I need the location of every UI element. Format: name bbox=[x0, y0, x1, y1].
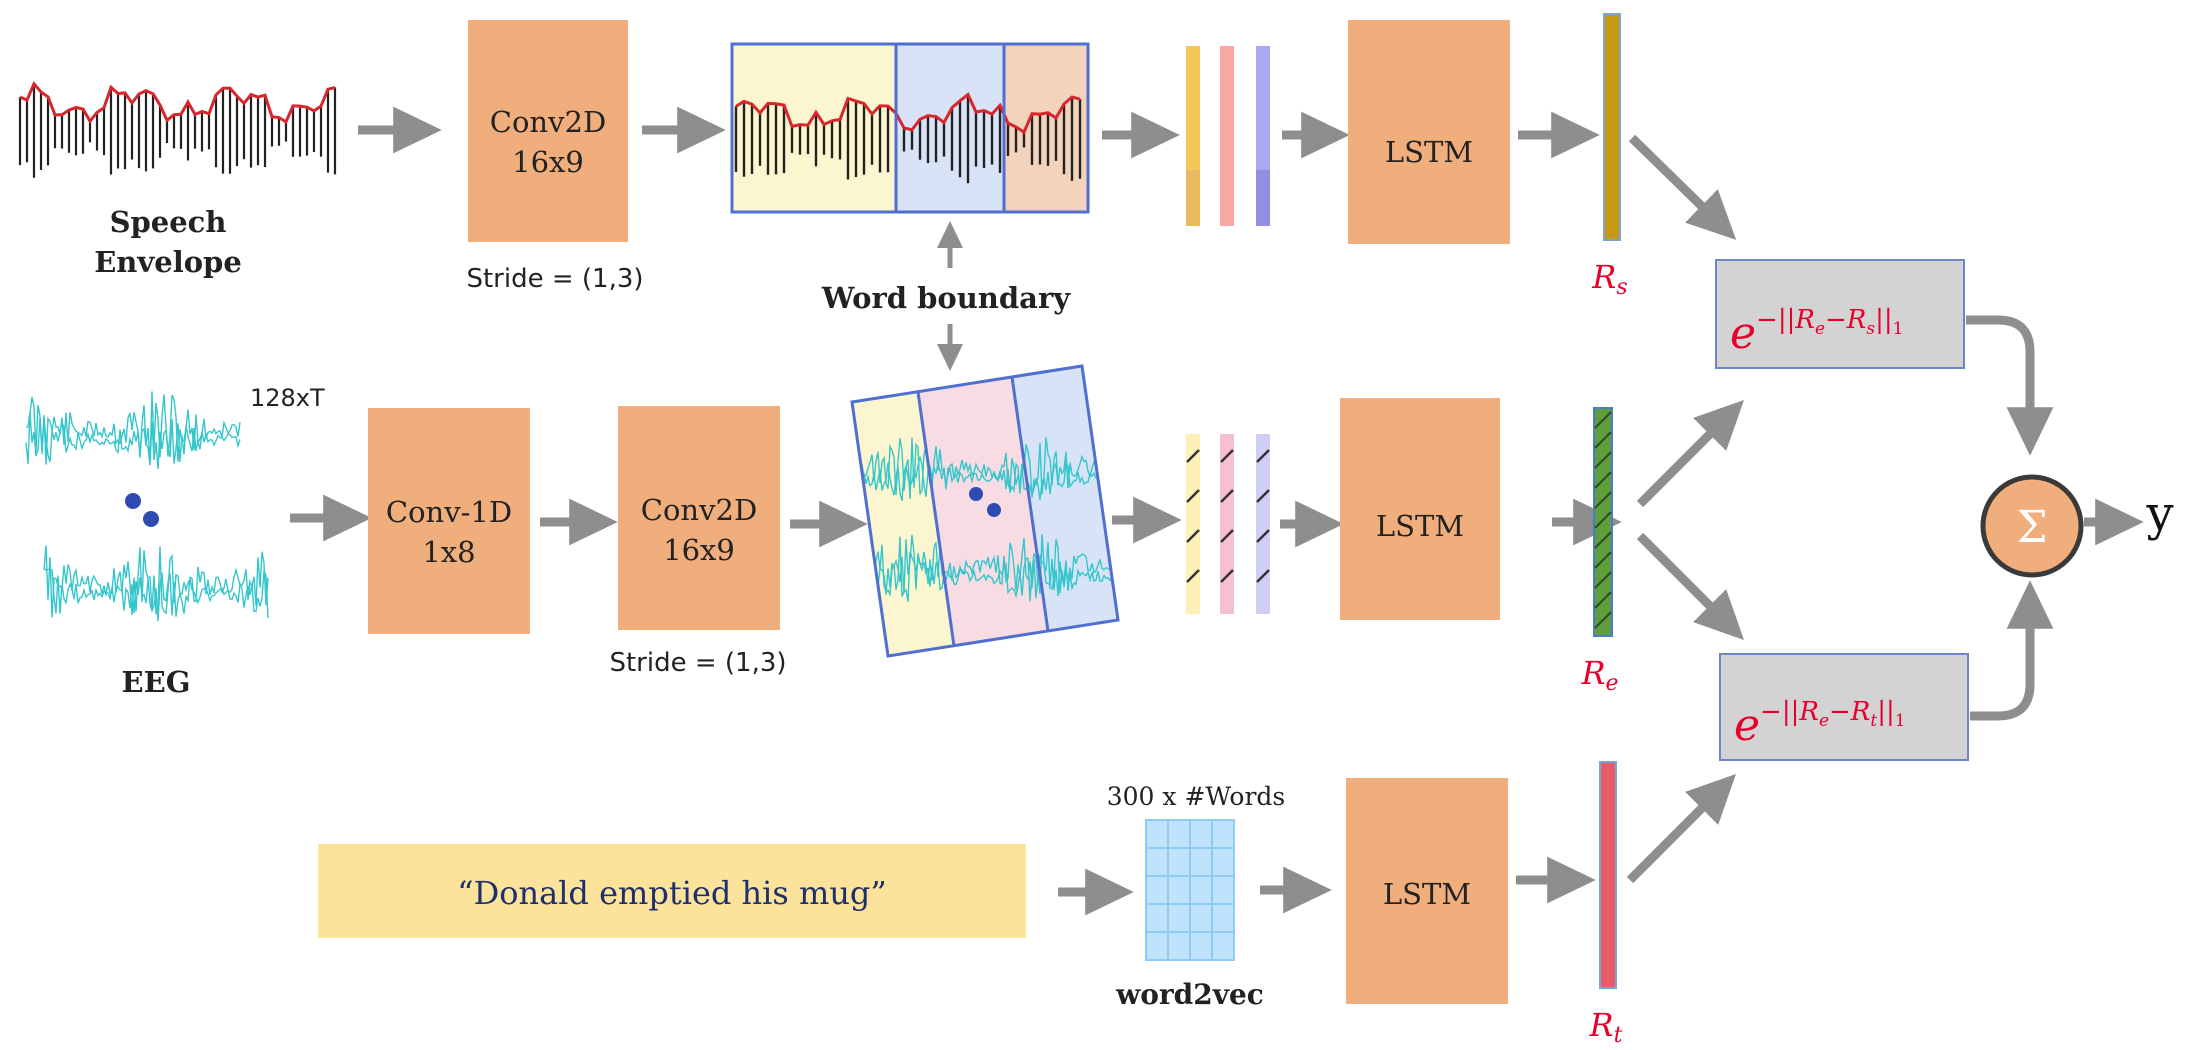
eeg-lstm-label: LSTM bbox=[1376, 509, 1464, 543]
eeg-dot bbox=[125, 493, 141, 509]
speech-stride-label: Stride = (1,3) bbox=[466, 264, 643, 294]
arrow-bottom-to-sum bbox=[1970, 580, 2054, 721]
arrow-rt-to-similarity-bottom bbox=[1626, 773, 1737, 884]
eeg-conv2d-label-line2: 16x9 bbox=[663, 533, 735, 567]
arrow-re-to-similarity-top bbox=[1636, 399, 1745, 508]
eeg-segments-frame bbox=[850, 364, 1120, 658]
sentence-text: “Donald emptied his mug” bbox=[457, 874, 887, 912]
eeg-conv2d-label-line1: Conv2D bbox=[641, 493, 757, 527]
eeg-lstm-block bbox=[1340, 398, 1500, 620]
eeg-conv1d-block bbox=[368, 408, 530, 634]
sum-node bbox=[1980, 474, 2084, 578]
speech-representation-bar bbox=[1603, 13, 1621, 241]
speech-conv2d-label-line2: 16x9 bbox=[512, 145, 584, 179]
eeg-representation-bar bbox=[1593, 407, 1613, 637]
eeg-conv1d-label-line2: 1x8 bbox=[422, 535, 475, 569]
eeg-dot bbox=[143, 511, 159, 527]
speech-lstm-label: LSTM bbox=[1385, 135, 1473, 169]
eeg-representation-label: Re bbox=[1580, 654, 1618, 696]
word-boundary-label: Word boundary bbox=[821, 281, 1071, 315]
speech-segments-frame bbox=[730, 42, 1090, 214]
speech-label-line1: Speech bbox=[110, 205, 227, 239]
eeg-conv2d-block bbox=[618, 406, 780, 630]
eeg-dims-label: 128xT bbox=[250, 384, 325, 412]
similarity-box-top bbox=[1715, 259, 1965, 369]
text-representation-label: Rt bbox=[1589, 1006, 1623, 1048]
arrow-rs-to-similarity-top bbox=[1628, 134, 1737, 240]
eeg-label: EEG bbox=[122, 665, 191, 699]
sum-symbol: Σ bbox=[2016, 502, 2047, 553]
arrow-re-to-similarity-bottom bbox=[1636, 532, 1745, 641]
speech-lstm-block bbox=[1348, 20, 1510, 244]
speech-conv2d-label-line1: Conv2D bbox=[490, 105, 606, 139]
text-representation-bar bbox=[1599, 761, 1617, 989]
eeg-signal-traces bbox=[25, 391, 269, 622]
text-lstm-block bbox=[1346, 778, 1508, 1004]
word2vec-label: word2vec bbox=[1115, 978, 1264, 1011]
similarity-formula-top: e−||Re−Rs||1 bbox=[1730, 305, 1903, 359]
speech-representation-label: Rs bbox=[1591, 258, 1627, 300]
speech-feature-vectors bbox=[1186, 46, 1270, 226]
speech-label-line2: Envelope bbox=[94, 245, 242, 279]
output-label: y bbox=[2145, 486, 2173, 542]
text-lstm-label: LSTM bbox=[1383, 877, 1471, 911]
similarity-box-bottom bbox=[1719, 653, 1969, 761]
word2vec-embedding-grid bbox=[1145, 819, 1235, 961]
speech-envelope-waveform bbox=[18, 80, 337, 178]
eeg-conv1d-label-line1: Conv-1D bbox=[386, 495, 512, 529]
eeg-feature-vectors bbox=[1186, 434, 1270, 614]
embedding-dims-label: 300 x #Words bbox=[1107, 782, 1286, 811]
similarity-formula-bottom: e−||Re−Rt||1 bbox=[1734, 697, 1906, 751]
eeg-stride-label: Stride = (1,3) bbox=[609, 648, 786, 678]
arrow-top-to-sum bbox=[1966, 315, 2054, 456]
sentence-banner bbox=[318, 844, 1026, 938]
speech-conv2d-block bbox=[468, 20, 628, 242]
